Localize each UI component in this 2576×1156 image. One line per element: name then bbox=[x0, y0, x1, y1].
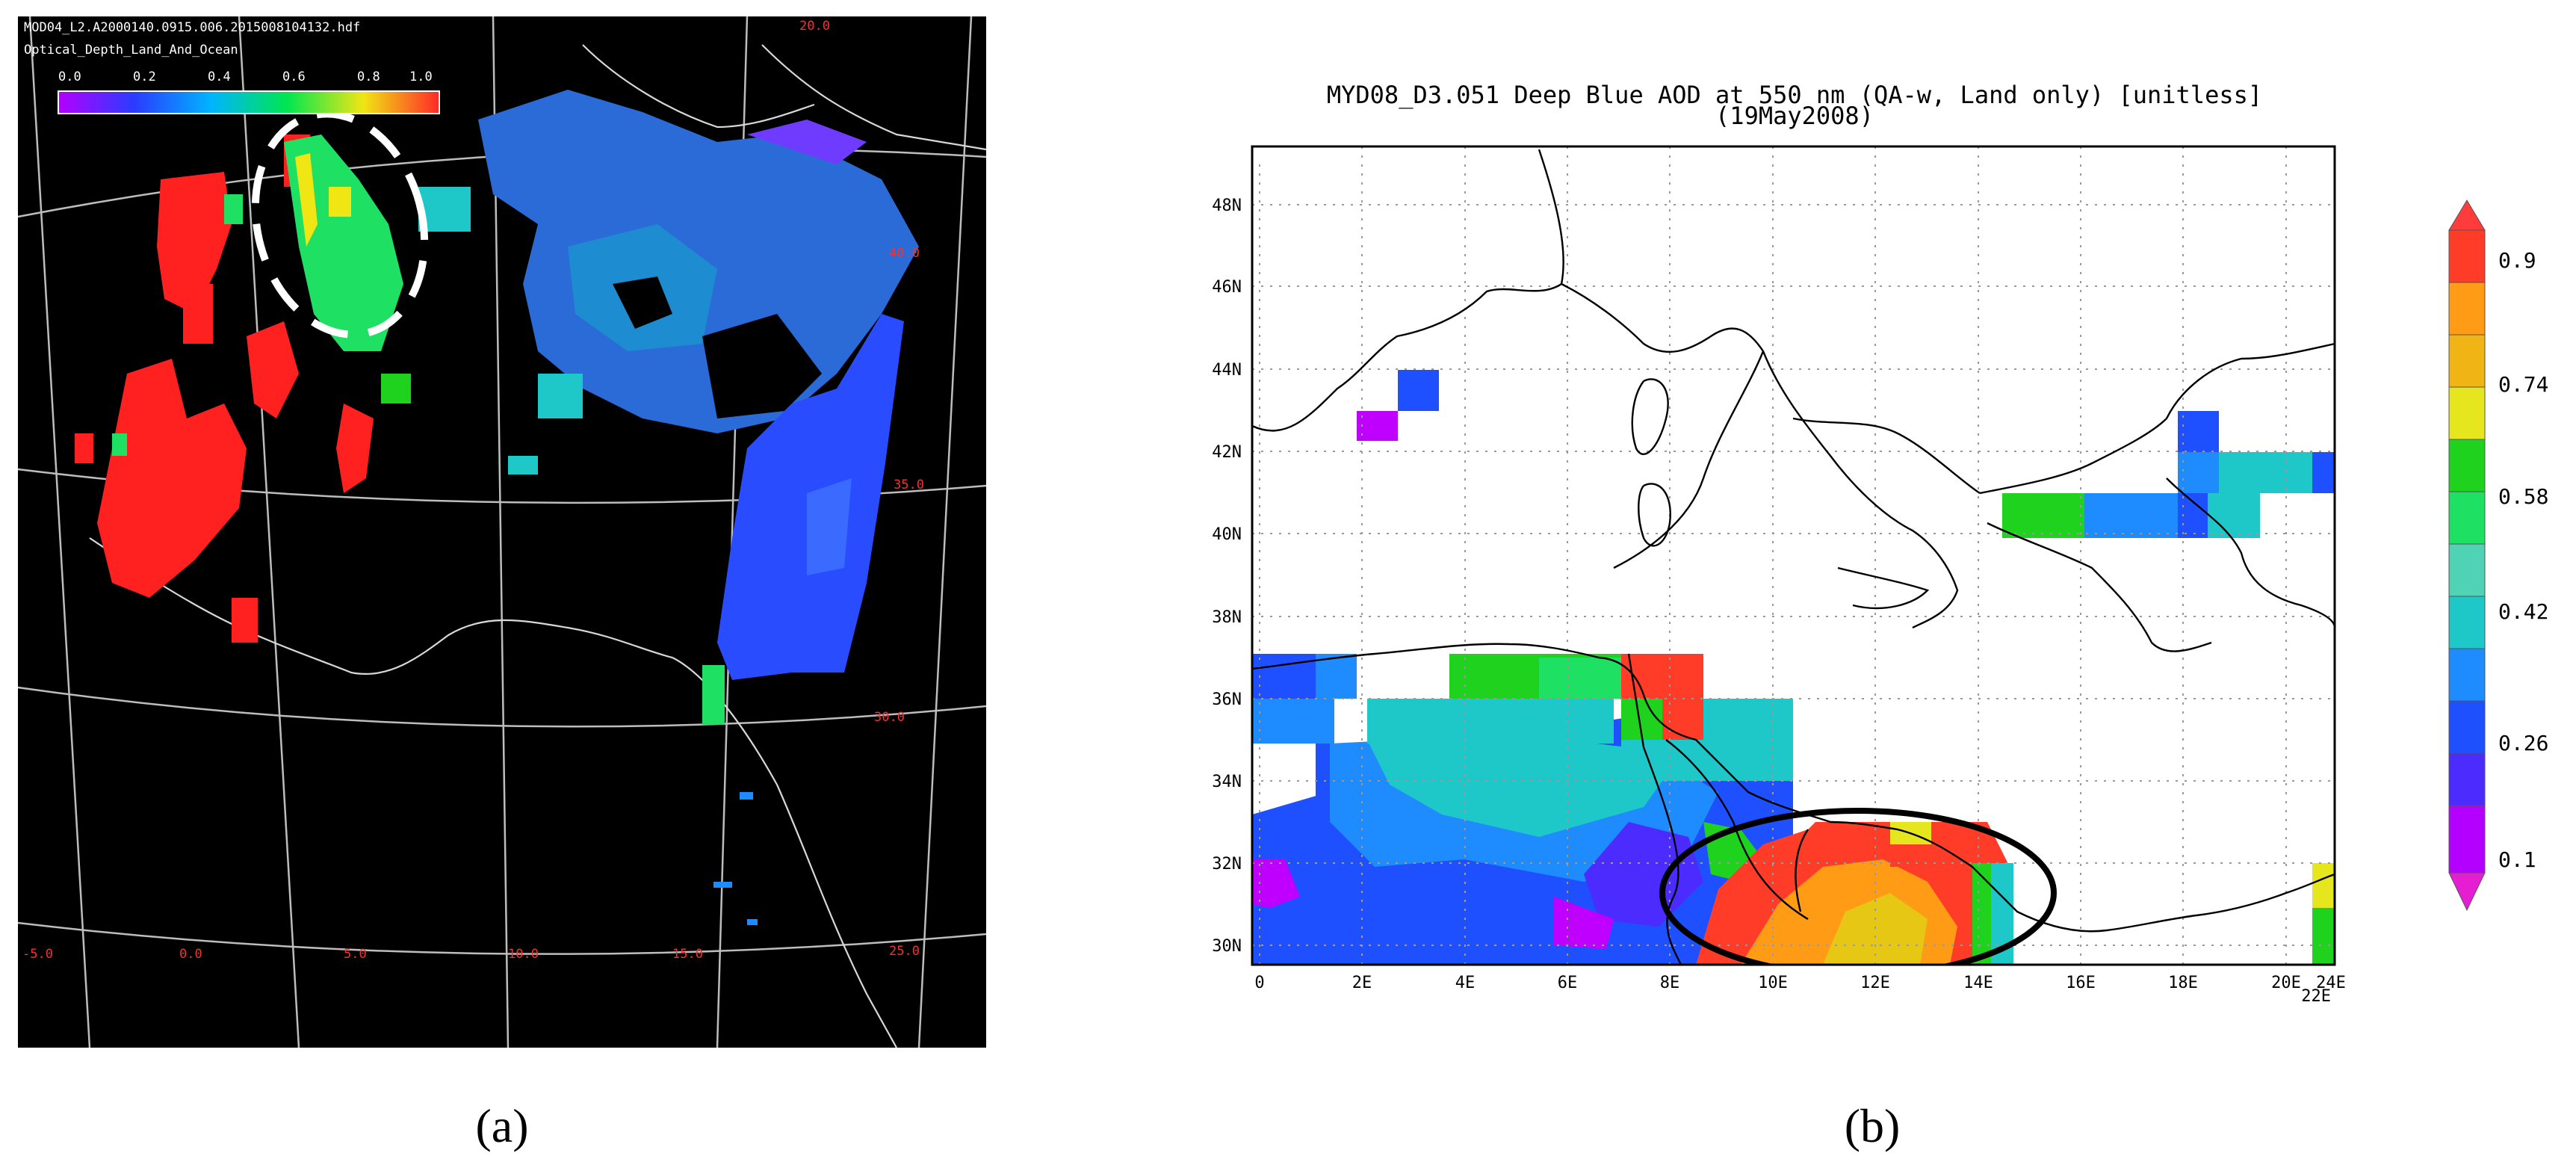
panel-a-cb-tick: 0.2 bbox=[133, 69, 156, 84]
panel-b-lat-label: 30N bbox=[1212, 937, 1242, 956]
panel-b-lon-label: 14E bbox=[1963, 974, 1993, 992]
panel-a-aod-blue bbox=[418, 90, 919, 475]
panel-b-lat-label: 36N bbox=[1212, 690, 1242, 709]
panel-a-grid-labels: 40.0 35.0 30.0 25.0 20.0 15.0 10.0 5.0 0… bbox=[22, 19, 924, 962]
panel-a-cb-tick: 1.0 bbox=[409, 69, 433, 84]
panel-b-title-line2: (19May2008) bbox=[1715, 102, 1874, 130]
panel-b-caption: (b) bbox=[1845, 1099, 1901, 1152]
panel-b-lon-label: 4E bbox=[1455, 974, 1476, 992]
panel-b: MYD08_D3.051 Deep Blue AOD at 550 nm (QA… bbox=[1212, 81, 2548, 1152]
panel-b-cb-label: 0.1 bbox=[2498, 847, 2536, 872]
panel-b-lat-label: 40N bbox=[1212, 525, 1242, 544]
panel-b-title-line1: MYD08_D3.051 Deep Blue AOD at 550 nm (QA… bbox=[1327, 81, 2262, 109]
panel-a-header-line2: Optical_Depth_Land_And_Ocean bbox=[24, 43, 238, 58]
panel-b-lon-label: 10E bbox=[1758, 974, 1788, 992]
panel-a-colorbar bbox=[58, 90, 440, 114]
panel-b-lon-label: 20E bbox=[2271, 974, 2301, 992]
panel-a-cb-tick: 0.4 bbox=[208, 69, 231, 84]
panel-a-grid-label: 20.0 bbox=[799, 19, 830, 34]
panel-a-cb-tick: 0.6 bbox=[282, 69, 306, 84]
panel-b-gridlines bbox=[1252, 146, 2335, 965]
panel-a-aod-green bbox=[112, 135, 411, 456]
panel-b-lon-label: 2E bbox=[1352, 974, 1372, 992]
panel-b-lon-label: 18E bbox=[2168, 974, 2198, 992]
panel-b-lat-label: 42N bbox=[1212, 443, 1242, 462]
panel-a-header-line1: MOD04_L2.A2000140.0915.006.2015008104132… bbox=[24, 20, 360, 35]
panel-a-colorbar-ticks: 0.0 0.2 0.4 0.6 0.8 1.0 bbox=[58, 69, 433, 84]
panel-a-grid-label: -5.0 bbox=[22, 947, 53, 962]
panel-b-cb-label: 0.58 bbox=[2498, 484, 2548, 509]
panel-a-cb-tick: 0.0 bbox=[58, 69, 81, 84]
panel-a: MOD04_L2.A2000140.0915.006.2015008104132… bbox=[18, 16, 986, 1152]
panel-b-highlight-ellipse bbox=[1659, 808, 2057, 965]
panel-b-lon-label: 8E bbox=[1660, 974, 1680, 992]
panel-b-coastlines bbox=[1252, 149, 2335, 965]
panel-a-grid-label: 15.0 bbox=[672, 947, 703, 962]
panel-b-lon-label: 24E bbox=[2316, 974, 2346, 992]
panel-b-lon-label: 6E bbox=[1558, 974, 1578, 992]
panel-a-cb-tick: 0.8 bbox=[357, 69, 380, 84]
panel-b-cb-label: 0.26 bbox=[2498, 731, 2548, 755]
panel-a-grid-label: 5.0 bbox=[344, 947, 367, 962]
panel-b-cb-label: 0.9 bbox=[2498, 248, 2536, 273]
panel-a-caption: (a) bbox=[475, 1099, 528, 1152]
panel-b-lat-label: 38N bbox=[1212, 608, 1242, 627]
panel-b-lon-label: 12E bbox=[1860, 974, 1890, 992]
panel-a-grid-label: 40.0 bbox=[889, 246, 920, 261]
panel-b-cb-label: 0.74 bbox=[2498, 372, 2548, 397]
panel-b-lat-label: 48N bbox=[1212, 197, 1242, 215]
panel-b-lon-label: 0 bbox=[1254, 974, 1264, 992]
panel-b-lat-label: 44N bbox=[1212, 361, 1242, 380]
panel-b-lat-label: 32N bbox=[1212, 855, 1242, 874]
panel-b-lat-label: 46N bbox=[1212, 278, 1242, 297]
panel-b-lon-label: 22E bbox=[2301, 987, 2331, 1006]
panel-b-frame bbox=[1251, 145, 2336, 966]
panel-b-colorbar bbox=[2448, 200, 2486, 912]
panel-a-highlight-ellipse bbox=[251, 110, 429, 339]
panel-a-grid-label: 0.0 bbox=[179, 947, 202, 962]
panel-b-colorbar-labels: 0.9 0.74 0.58 0.42 0.26 0.1 bbox=[2498, 248, 2548, 872]
panel-b-lat-label: 34N bbox=[1212, 773, 1242, 791]
panel-b-cb-label: 0.42 bbox=[2498, 599, 2548, 624]
panel-a-grid-label: 25.0 bbox=[889, 944, 920, 959]
panel-a-grid-label: 30.0 bbox=[874, 710, 905, 725]
panel-b-lat-labels: 48N 46N 44N 42N 40N 38N 36N 34N 32N 30N bbox=[1212, 197, 1242, 956]
panel-b-lon-label: 16E bbox=[2066, 974, 2096, 992]
panel-a-aod-swath bbox=[702, 314, 904, 925]
panel-a-grid-label: 35.0 bbox=[894, 477, 924, 492]
panel-b-lon-labels: 0 2E 4E 6E 8E 10E 12E 14E 16E 18E 20E 22… bbox=[1254, 974, 2346, 1006]
panel-a-aod-red bbox=[75, 135, 374, 643]
panel-a-grid-label: 10.0 bbox=[508, 947, 539, 962]
